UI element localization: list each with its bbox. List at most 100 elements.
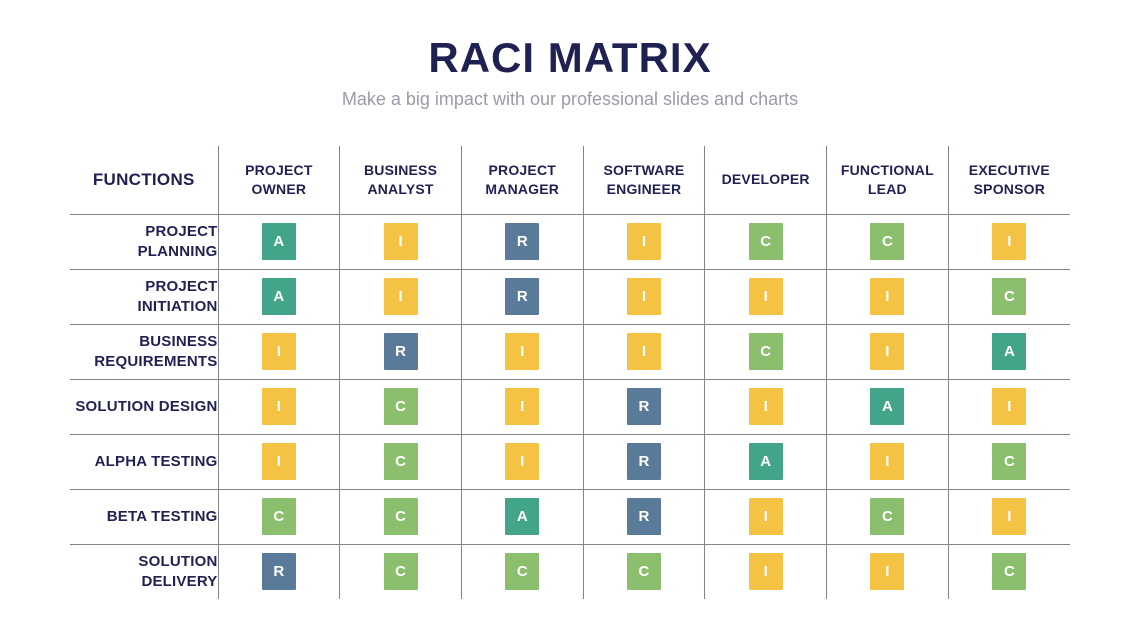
raci-badge-i: I: [992, 388, 1027, 425]
table-row: ALPHA TESTING I C I R A I C: [69, 433, 1071, 490]
functions-header: FUNCTIONS: [69, 145, 219, 215]
raci-badge-c: C: [383, 498, 418, 535]
raci-badge-r: R: [261, 553, 296, 591]
raci-badge-a: A: [505, 498, 540, 535]
raci-cell: C: [947, 268, 1071, 325]
row-label: SOLUTION DESIGN: [69, 378, 219, 435]
raci-cell: I: [826, 323, 949, 380]
raci-badge-a: A: [992, 333, 1027, 370]
raci-badge-i: I: [870, 553, 905, 591]
column-header: DEVELOPER: [704, 145, 828, 215]
raci-cell: C: [217, 488, 341, 545]
table-row: PROJECT INITIATION A I R I I I C: [69, 268, 1071, 325]
raci-badge-c: C: [870, 223, 905, 260]
raci-cell: I: [460, 323, 584, 380]
raci-cell: C: [704, 323, 828, 380]
raci-badge-r: R: [626, 443, 661, 480]
raci-cell: A: [704, 433, 828, 490]
raci-cell: I: [947, 378, 1071, 435]
raci-cell: A: [947, 323, 1071, 380]
raci-cell: I: [339, 268, 462, 325]
raci-badge-c: C: [992, 553, 1027, 591]
raci-badge-i: I: [870, 278, 905, 315]
raci-badge-c: C: [870, 498, 905, 535]
raci-cell: R: [582, 433, 706, 490]
raci-cell: I: [704, 378, 828, 435]
raci-cell: I: [460, 378, 584, 435]
matrix-body: PROJECT PLANNING A I R I C C I PROJECT INITIATIO…: [69, 213, 1071, 600]
raci-cell: I: [704, 488, 828, 545]
raci-badge-c: C: [383, 443, 418, 480]
column-header: FUNCTIONAL LEAD: [826, 145, 949, 215]
raci-badge-r: R: [626, 388, 661, 425]
raci-cell: A: [217, 268, 341, 325]
raci-badge-c: C: [626, 553, 661, 591]
raci-cell: C: [339, 433, 462, 490]
raci-badge-i: I: [748, 278, 783, 315]
raci-cell: I: [460, 433, 584, 490]
raci-badge-i: I: [870, 443, 905, 480]
raci-badge-c: C: [748, 333, 783, 370]
raci-badge-c: C: [505, 553, 540, 591]
raci-badge-c: C: [383, 553, 418, 591]
raci-cell: I: [582, 213, 706, 270]
raci-badge-i: I: [870, 333, 905, 370]
raci-cell: I: [704, 543, 828, 600]
raci-badge-a: A: [261, 223, 296, 260]
raci-badge-i: I: [261, 388, 296, 425]
raci-cell: I: [582, 268, 706, 325]
raci-badge-c: C: [992, 278, 1027, 315]
page-subtitle: Make a big impact with our professional …: [341, 89, 799, 109]
raci-matrix-table: FUNCTIONS PROJECT OWNER BUSINESS ANALYST P…: [69, 145, 1071, 600]
raci-badge-r: R: [505, 278, 540, 315]
raci-cell: C: [947, 433, 1071, 490]
row-label: PROJECT PLANNING: [69, 213, 219, 270]
row-label: BUSINESS REQUIREMENTS: [69, 323, 219, 380]
raci-badge-a: A: [748, 443, 783, 480]
raci-cell: R: [460, 268, 584, 325]
raci-badge-r: R: [626, 498, 661, 535]
row-label: SOLUTION DELIVERY: [69, 543, 219, 600]
raci-cell: I: [217, 378, 341, 435]
raci-badge-i: I: [261, 333, 296, 370]
raci-badge-c: C: [992, 443, 1027, 480]
raci-cell: A: [826, 378, 949, 435]
row-label: PROJECT INITIATION: [69, 268, 219, 325]
raci-badge-a: A: [261, 278, 296, 315]
column-header: PROJECT OWNER: [217, 145, 341, 215]
raci-badge-i: I: [383, 223, 418, 260]
raci-badge-c: C: [383, 388, 418, 425]
raci-cell: I: [582, 323, 706, 380]
raci-cell: C: [947, 543, 1071, 600]
table-row: SOLUTION DELIVERY R C C C I I C: [69, 543, 1071, 600]
raci-badge-i: I: [261, 443, 296, 480]
raci-cell: C: [826, 488, 949, 545]
table-row: BETA TESTING C C A R I C I: [69, 488, 1071, 545]
raci-cell: I: [826, 543, 949, 600]
raci-badge-i: I: [505, 333, 540, 370]
raci-cell: R: [582, 488, 706, 545]
raci-cell: A: [217, 213, 341, 270]
raci-cell: C: [704, 213, 828, 270]
raci-badge-c: C: [261, 498, 296, 535]
column-header: SOFTWARE ENGINEER: [582, 145, 706, 215]
header-row: FUNCTIONS PROJECT OWNER BUSINESS ANALYST P…: [69, 145, 1071, 215]
raci-cell: R: [339, 323, 462, 380]
table-row: SOLUTION DESIGN I C I R I A I: [69, 378, 1071, 435]
raci-cell: R: [582, 378, 706, 435]
raci-cell: I: [339, 213, 462, 270]
column-header: BUSINESS ANALYST: [339, 145, 462, 215]
raci-cell: R: [460, 213, 584, 270]
raci-cell: C: [339, 543, 462, 600]
raci-badge-i: I: [748, 553, 783, 591]
raci-badge-i: I: [383, 278, 418, 315]
column-header: EXECUTIVE SPONSOR: [947, 145, 1071, 215]
column-header: PROJECT MANAGER: [460, 145, 584, 215]
row-label: BETA TESTING: [69, 488, 219, 545]
raci-badge-i: I: [505, 388, 540, 425]
raci-cell: R: [217, 543, 341, 600]
raci-badge-i: I: [626, 223, 661, 260]
row-label: ALPHA TESTING: [69, 433, 219, 490]
raci-cell: C: [339, 378, 462, 435]
raci-badge-r: R: [505, 223, 540, 260]
